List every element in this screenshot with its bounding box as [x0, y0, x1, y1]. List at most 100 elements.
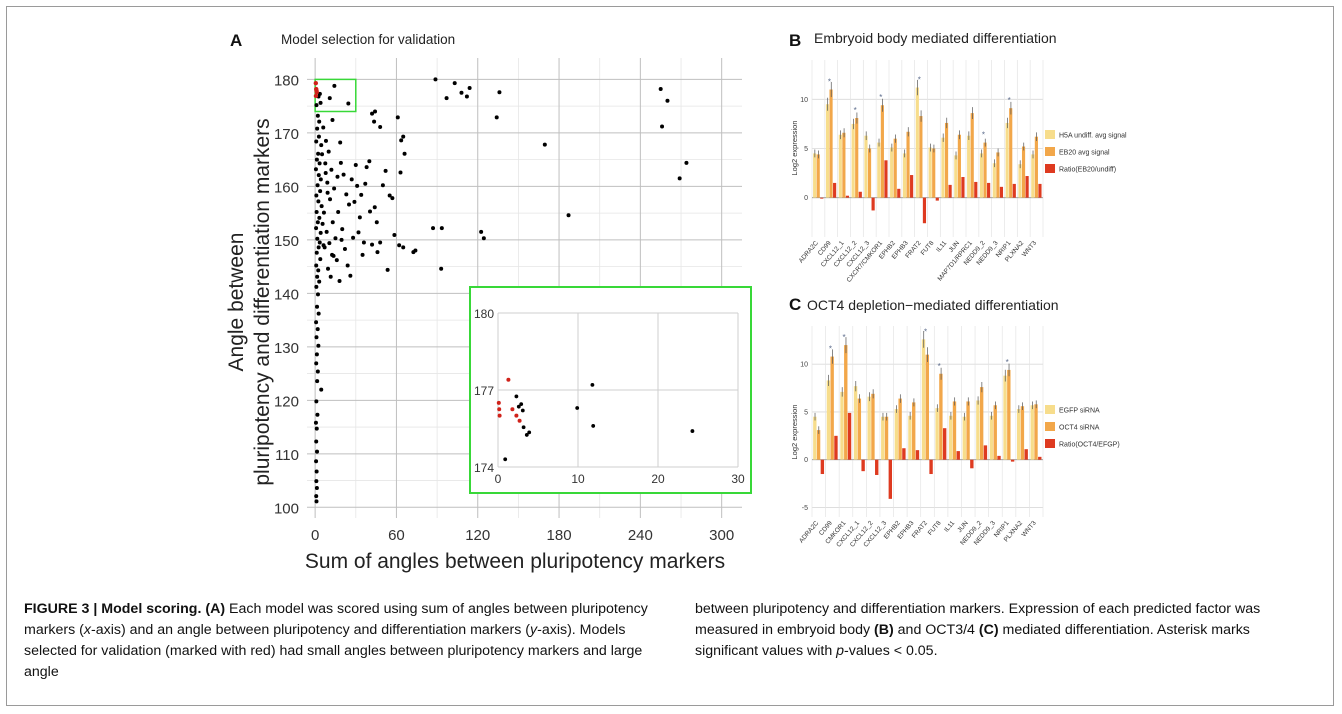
model-point [684, 160, 689, 165]
model-point [314, 494, 319, 499]
caption-marker-b: (B) [874, 622, 894, 638]
y-tick-label: 5 [804, 409, 808, 416]
inset-model-point [690, 429, 695, 433]
panel-b-title: Embryoid body mediated differentiation [814, 30, 1057, 46]
bar [1030, 405, 1034, 460]
inset-selected-point [497, 413, 502, 418]
figure-frame [6, 6, 1334, 706]
bar [935, 197, 939, 201]
figure-caption: FIGURE 3 | Model scoring. (A) Each model… [0, 580, 1342, 714]
bar [881, 416, 885, 460]
panel-b-letter: B [789, 31, 801, 50]
panel-c-title: OCT4 depletion−mediated differentiation [807, 297, 1059, 313]
model-point [378, 240, 383, 245]
bar [1012, 183, 1016, 198]
inset-selected-point [496, 400, 501, 405]
bar [1021, 146, 1026, 198]
model-point [314, 210, 319, 215]
bar [962, 416, 966, 460]
model-point [367, 159, 372, 164]
model-point [338, 140, 343, 145]
model-point [385, 267, 390, 272]
model-point [355, 183, 360, 188]
figure-3-canvas: A Model selection for validation Sum of … [225, 30, 1127, 573]
model-point [314, 250, 319, 255]
model-point [315, 304, 320, 309]
model-point [317, 119, 322, 124]
model-point [314, 335, 319, 340]
bar [845, 195, 850, 198]
bar [908, 415, 912, 460]
model-point [359, 192, 364, 197]
model-point [314, 361, 319, 366]
bar [871, 197, 875, 211]
inset-model-point [590, 382, 595, 387]
model-point [328, 274, 333, 279]
bar [820, 197, 824, 199]
caption-italic: x [83, 622, 91, 638]
model-point [316, 173, 321, 178]
model-point [399, 138, 404, 143]
caption-text: -values < 0.05. [844, 643, 938, 659]
bar [989, 415, 994, 460]
model-point [323, 161, 328, 166]
model-point [335, 174, 340, 179]
model-point [363, 181, 368, 186]
bar [915, 450, 920, 460]
legend-label: OCT4 siRNA [1059, 425, 1100, 432]
x-category-label: WNT3 [1021, 519, 1038, 538]
model-point [439, 266, 444, 271]
significance-asterisk: * [1008, 96, 1011, 105]
model-point [321, 243, 326, 248]
model-point [314, 320, 319, 325]
bar [884, 416, 889, 460]
model-point [347, 202, 352, 207]
bar [944, 122, 949, 198]
model-point [314, 399, 319, 404]
x-tick-label: 300 [709, 527, 734, 544]
bar [996, 152, 1000, 198]
model-point [345, 263, 350, 268]
x-tick-label: 0 [311, 527, 319, 544]
model-point [321, 125, 326, 130]
y-tick-label: 160 [274, 179, 299, 196]
bar [897, 188, 901, 198]
model-point [370, 111, 375, 116]
model-point [333, 236, 338, 241]
model-point [433, 77, 438, 82]
selected-model-point [313, 80, 319, 86]
bar [820, 459, 825, 475]
model-point [439, 226, 444, 231]
model-point [387, 193, 392, 198]
x-category-label: FUT8 [927, 519, 943, 536]
model-point [321, 210, 326, 215]
inset-model-point [575, 406, 580, 410]
bar [1010, 459, 1015, 462]
model-point [317, 215, 322, 220]
model-point [332, 186, 337, 191]
model-point [318, 257, 323, 262]
bar [1024, 449, 1028, 460]
bar [867, 148, 872, 198]
model-point [665, 98, 670, 103]
bar [888, 459, 892, 499]
bar [979, 387, 984, 460]
inset-selected-point [506, 377, 511, 382]
model-point [380, 183, 385, 188]
model-point [452, 81, 457, 86]
legend-swatch [1045, 405, 1055, 414]
inset-model-point [516, 404, 521, 409]
model-point [341, 172, 346, 177]
bar [894, 409, 899, 460]
legend-label: EGFP siRNA [1059, 408, 1100, 415]
bar [935, 408, 939, 460]
bar [1038, 183, 1042, 198]
bar [966, 401, 970, 460]
model-point [314, 459, 319, 464]
bar [861, 459, 865, 472]
bar [906, 131, 910, 198]
inset-model-point [527, 430, 532, 435]
legend-swatch [1045, 130, 1055, 139]
bar [932, 148, 936, 198]
x-category-label: WNT3 [1021, 239, 1038, 258]
